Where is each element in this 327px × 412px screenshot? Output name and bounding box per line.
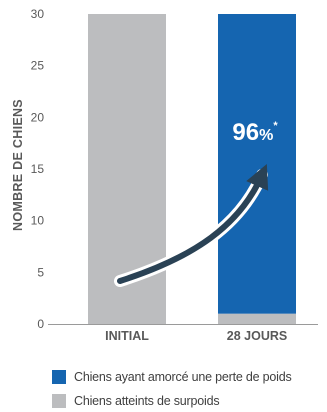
y-tick-label-10: 10 — [31, 214, 45, 228]
legend-item-overweight: Chiens atteints de surpoids — [52, 391, 322, 411]
bar-1-series-1 — [218, 14, 296, 314]
bar-1-series-0 — [218, 313, 296, 324]
percentage-value: 96 — [232, 119, 259, 146]
y-tick-label-5: 5 — [37, 265, 44, 279]
legend-swatch-weight-loss — [52, 370, 66, 384]
legend-swatch-overweight — [52, 394, 66, 408]
y-tick-label-15: 15 — [31, 162, 45, 176]
x-tick-label-0: INITIAL — [105, 329, 149, 340]
percentage-annotation: 96%* — [232, 119, 278, 146]
x-tick-label-1: 28 JOURS — [227, 329, 287, 340]
x-axis-labels: INITIAL 28 JOURS — [105, 329, 287, 340]
legend-label-weight-loss: Chiens ayant amorcé une perte de poids — [74, 370, 292, 384]
legend-item-weight-loss: Chiens ayant amorcé une perte de poids — [52, 367, 322, 387]
y-tick-label-20: 20 — [31, 110, 45, 124]
y-tick-label-30: 30 — [31, 7, 45, 21]
growth-arrow-core — [117, 164, 269, 284]
bars — [88, 14, 296, 324]
bar-chart: 0 5 10 15 20 25 30 NOMBRE DE CHIENS INITIAL 28 … — [11, 7, 318, 340]
y-tick-label-0: 0 — [37, 317, 44, 331]
percentage-unit: % — [259, 127, 273, 144]
legend-label-overweight: Chiens atteints de surpoids — [74, 394, 220, 408]
y-tick-label-25: 25 — [31, 59, 45, 73]
y-axis-title: NOMBRE DE CHIENS — [11, 99, 25, 231]
percentage-footnote-mark: * — [273, 120, 278, 132]
y-axis-ticks: 0 5 10 15 20 25 30 — [31, 7, 45, 331]
